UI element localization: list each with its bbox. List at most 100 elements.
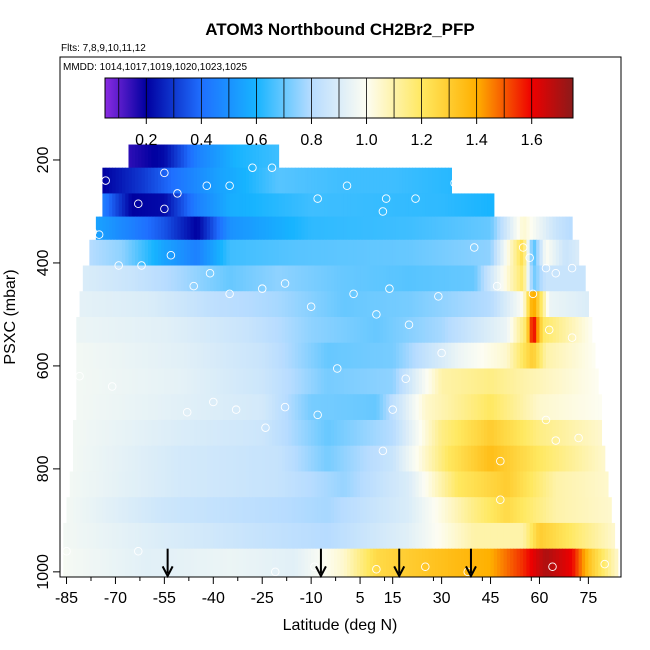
heatmap-cell bbox=[467, 471, 472, 498]
heatmap-cell bbox=[180, 471, 185, 498]
heatmap-cell bbox=[366, 445, 371, 472]
heatmap-cell bbox=[497, 216, 501, 241]
heatmap-cell bbox=[128, 265, 133, 292]
heatmap-cell bbox=[497, 445, 501, 472]
heatmap-cell bbox=[265, 497, 270, 524]
heatmap-cell bbox=[311, 522, 316, 550]
heatmap-cell bbox=[555, 394, 560, 421]
heatmap-cell bbox=[213, 471, 218, 498]
heatmap-cell bbox=[503, 291, 508, 318]
heatmap-cell bbox=[112, 471, 117, 498]
heatmap-cell bbox=[285, 394, 289, 421]
heatmap-cell bbox=[422, 419, 426, 447]
heatmap-cell bbox=[340, 471, 345, 498]
heatmap-cell bbox=[141, 548, 146, 577]
heatmap-cell bbox=[236, 291, 240, 318]
heatmap-cell bbox=[454, 291, 459, 318]
heatmap-cell bbox=[288, 394, 293, 421]
heatmap-cell bbox=[229, 445, 234, 472]
heatmap-cell bbox=[591, 471, 596, 498]
heatmap-cell bbox=[412, 497, 417, 524]
heatmap-cell bbox=[105, 291, 110, 318]
heatmap-cell bbox=[363, 265, 368, 292]
heatmap-cell bbox=[536, 317, 541, 344]
heatmap-cell bbox=[451, 216, 456, 241]
heatmap-cell bbox=[327, 368, 332, 395]
sample-marker bbox=[421, 562, 430, 571]
heatmap-cell bbox=[363, 419, 368, 447]
heatmap-cell bbox=[245, 167, 250, 194]
heatmap-cell bbox=[268, 419, 273, 447]
heatmap-cell bbox=[444, 167, 449, 194]
heatmap-cell bbox=[307, 342, 312, 369]
heatmap-cell bbox=[291, 368, 296, 395]
heatmap-cell bbox=[190, 291, 195, 318]
heatmap-cell bbox=[307, 317, 312, 344]
heatmap-cell bbox=[242, 394, 247, 421]
heatmap-cell bbox=[438, 193, 443, 218]
heatmap-cell bbox=[425, 239, 430, 266]
heatmap-cell bbox=[412, 522, 417, 550]
heatmap-cell bbox=[402, 239, 407, 266]
heatmap-cell bbox=[95, 368, 100, 395]
heatmap-cell bbox=[467, 394, 472, 421]
heatmap-cell bbox=[519, 522, 524, 550]
heatmap-cell bbox=[219, 193, 224, 218]
heatmap-cell bbox=[343, 368, 348, 395]
heatmap-cell bbox=[457, 265, 462, 292]
heatmap-cell bbox=[180, 291, 185, 318]
heatmap-cell bbox=[448, 342, 452, 369]
heatmap-cell bbox=[431, 167, 436, 194]
heatmap-cell bbox=[408, 167, 413, 194]
heatmap-cell bbox=[405, 239, 410, 266]
heatmap-cell bbox=[148, 216, 152, 241]
heatmap-cell bbox=[487, 394, 492, 421]
heatmap-cell bbox=[272, 368, 276, 395]
heatmap-cell bbox=[148, 167, 152, 194]
heatmap-cell bbox=[170, 342, 175, 369]
heatmap-cell bbox=[275, 471, 280, 498]
heatmap-cell bbox=[500, 291, 505, 318]
heatmap-cell bbox=[262, 497, 267, 524]
heatmap-cell bbox=[549, 497, 554, 524]
heatmap-cell bbox=[591, 368, 596, 395]
heatmap-cell bbox=[392, 167, 397, 194]
heatmap-cell bbox=[203, 239, 208, 266]
heatmap-cell bbox=[239, 216, 244, 241]
heatmap-cell bbox=[565, 368, 570, 395]
heatmap-cell bbox=[532, 239, 537, 266]
heatmap-cell bbox=[552, 239, 557, 266]
heatmap-cell bbox=[474, 291, 479, 318]
heatmap-cell bbox=[200, 317, 205, 344]
heatmap-cell bbox=[594, 419, 599, 447]
heatmap-cell bbox=[268, 445, 273, 472]
heatmap-cell bbox=[258, 144, 263, 169]
heatmap-cell bbox=[170, 144, 175, 169]
heatmap-cell bbox=[457, 522, 462, 550]
heatmap-cell bbox=[526, 291, 531, 318]
heatmap-cell bbox=[177, 144, 182, 169]
heatmap-cell bbox=[92, 239, 97, 266]
heatmap-cell bbox=[95, 317, 100, 344]
heatmap-cell bbox=[382, 471, 387, 498]
heatmap-cell bbox=[347, 193, 351, 218]
heatmap-cell bbox=[503, 394, 508, 421]
heatmap-cell bbox=[213, 419, 218, 447]
heatmap-cell bbox=[435, 291, 439, 318]
heatmap-cell bbox=[112, 265, 117, 292]
heatmap-cell bbox=[236, 471, 240, 498]
heatmap-cell bbox=[294, 216, 299, 241]
heatmap-cell bbox=[311, 216, 316, 241]
heatmap-cell bbox=[506, 497, 511, 524]
heatmap-cell bbox=[223, 291, 227, 318]
sample-marker bbox=[261, 423, 270, 432]
heatmap-cell bbox=[454, 497, 459, 524]
heatmap-cell bbox=[144, 445, 149, 472]
heatmap-cell bbox=[500, 342, 505, 369]
heatmap-cell bbox=[177, 167, 182, 194]
heatmap-cell bbox=[95, 239, 100, 266]
heatmap-cell bbox=[180, 548, 185, 577]
heatmap-cell bbox=[138, 216, 143, 241]
heatmap-cell bbox=[428, 548, 433, 577]
heatmap-cell bbox=[112, 419, 117, 447]
